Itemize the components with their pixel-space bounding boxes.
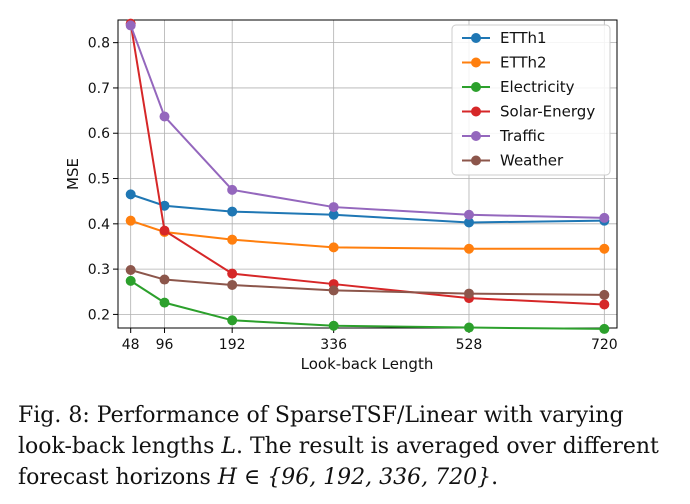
data-point-traffic (227, 184, 238, 195)
data-point-etth2 (463, 243, 474, 254)
series-line-traffic (129, 25, 605, 219)
y-axis: 0.2 0.3 0.4 0.5 0.6 0.7 0.8 (88, 36, 118, 323)
caption-text-after: . (491, 465, 499, 490)
y-tick-label: 0.3 (88, 262, 110, 278)
caption-horizon-set: H ∈ {96, 192, 336, 720} (217, 465, 492, 490)
legend-label-solar-energy: Solar-Energy (500, 103, 595, 121)
y-tick-label: 0.5 (88, 172, 110, 188)
series-line-etth2 (130, 219, 605, 250)
data-point-etth2 (227, 234, 238, 245)
plot-area-frame (117, 19, 618, 329)
caption-label: Fig. 8: (18, 403, 90, 428)
data-point-solar-energy (599, 299, 610, 310)
data-point-weather (328, 285, 339, 296)
legend-swatch-marker-etth2 (471, 57, 481, 68)
y-tick-label: 0.7 (88, 81, 110, 97)
data-point-electricity (227, 315, 238, 326)
caption-text-middle: . The result is averaged over different … (18, 434, 659, 490)
data-point-electricity (125, 275, 136, 286)
data-point-weather (125, 265, 136, 276)
data-point-etth1 (463, 217, 474, 228)
data-point-etth1 (125, 189, 136, 200)
data-point-etth1 (328, 209, 339, 220)
caption-text-before: Performance of SparseTSF/Linear with var… (18, 403, 624, 459)
x-tick-label: 528 (456, 337, 483, 353)
data-point-electricity (328, 320, 339, 331)
legend-label-traffic: Traffic (499, 127, 545, 145)
x-tick-label: 96 (156, 337, 174, 353)
series-line-weather (130, 269, 605, 296)
x-axis: 48 96 192 336 528 720 (122, 328, 618, 353)
y-tick-label: 0.4 (88, 217, 110, 233)
mse-line-chart: 0.2 0.3 0.4 0.5 0.6 0.7 0.8 48 96 192 336 528 720 L… (64, 18, 618, 373)
legend-swatch-marker-traffic (471, 131, 481, 141)
data-point-traffic (125, 20, 136, 31)
legend-label-electricity: Electricity (500, 78, 575, 96)
x-axis-label: Look-back Length (301, 355, 434, 373)
legend-swatch-marker-weather (471, 155, 481, 166)
data-point-weather (599, 289, 610, 300)
data-point-etth1 (159, 200, 170, 211)
legend: ETTh1 ETTh2 Electricity Solar-Energy Traffic… (451, 24, 611, 176)
data-point-electricity (599, 323, 610, 334)
data-point-traffic (599, 212, 610, 223)
data-point-traffic (463, 209, 474, 220)
data-point-etth1 (227, 206, 238, 217)
x-tick-label: 720 (591, 337, 618, 353)
data-point-solar-energy (227, 268, 238, 279)
data-point-etth2 (125, 215, 136, 226)
x-tick-label: 192 (219, 337, 246, 353)
data-point-weather (159, 274, 170, 285)
data-point-weather (463, 288, 474, 299)
data-point-solar-energy (159, 225, 170, 236)
x-tick-label: 336 (320, 337, 347, 353)
series-line-electricity (130, 280, 605, 330)
figure-caption: Fig. 8: Performance of SparseTSF/Linear … (18, 400, 678, 493)
data-point-traffic (159, 111, 170, 122)
data-point-weather (227, 279, 238, 290)
legend-swatch-marker-solar-energy (471, 106, 481, 117)
series-layer (125, 18, 610, 334)
legend-swatch-marker-electricity (471, 82, 481, 92)
y-axis-label: MSE (64, 158, 82, 190)
legend-swatch-marker-etth1 (471, 33, 481, 43)
legend-box (451, 24, 611, 176)
data-point-etth2 (599, 243, 610, 254)
data-point-etth2 (328, 242, 339, 253)
data-point-electricity (463, 322, 474, 333)
y-tick-label: 0.8 (88, 36, 110, 52)
y-tick-label: 0.2 (88, 307, 110, 323)
data-point-electricity (159, 297, 170, 308)
series-line-solar-energy (129, 23, 605, 306)
data-point-traffic (328, 202, 339, 213)
legend-label-etth1: ETTh1 (500, 29, 547, 47)
legend-label-etth2: ETTh2 (500, 54, 547, 72)
x-tick-label: 48 (122, 337, 140, 353)
y-tick-label: 0.6 (88, 126, 110, 142)
caption-symbol-L: L (221, 434, 236, 459)
legend-label-weather: Weather (500, 152, 564, 170)
series-line-etth1 (130, 193, 605, 224)
